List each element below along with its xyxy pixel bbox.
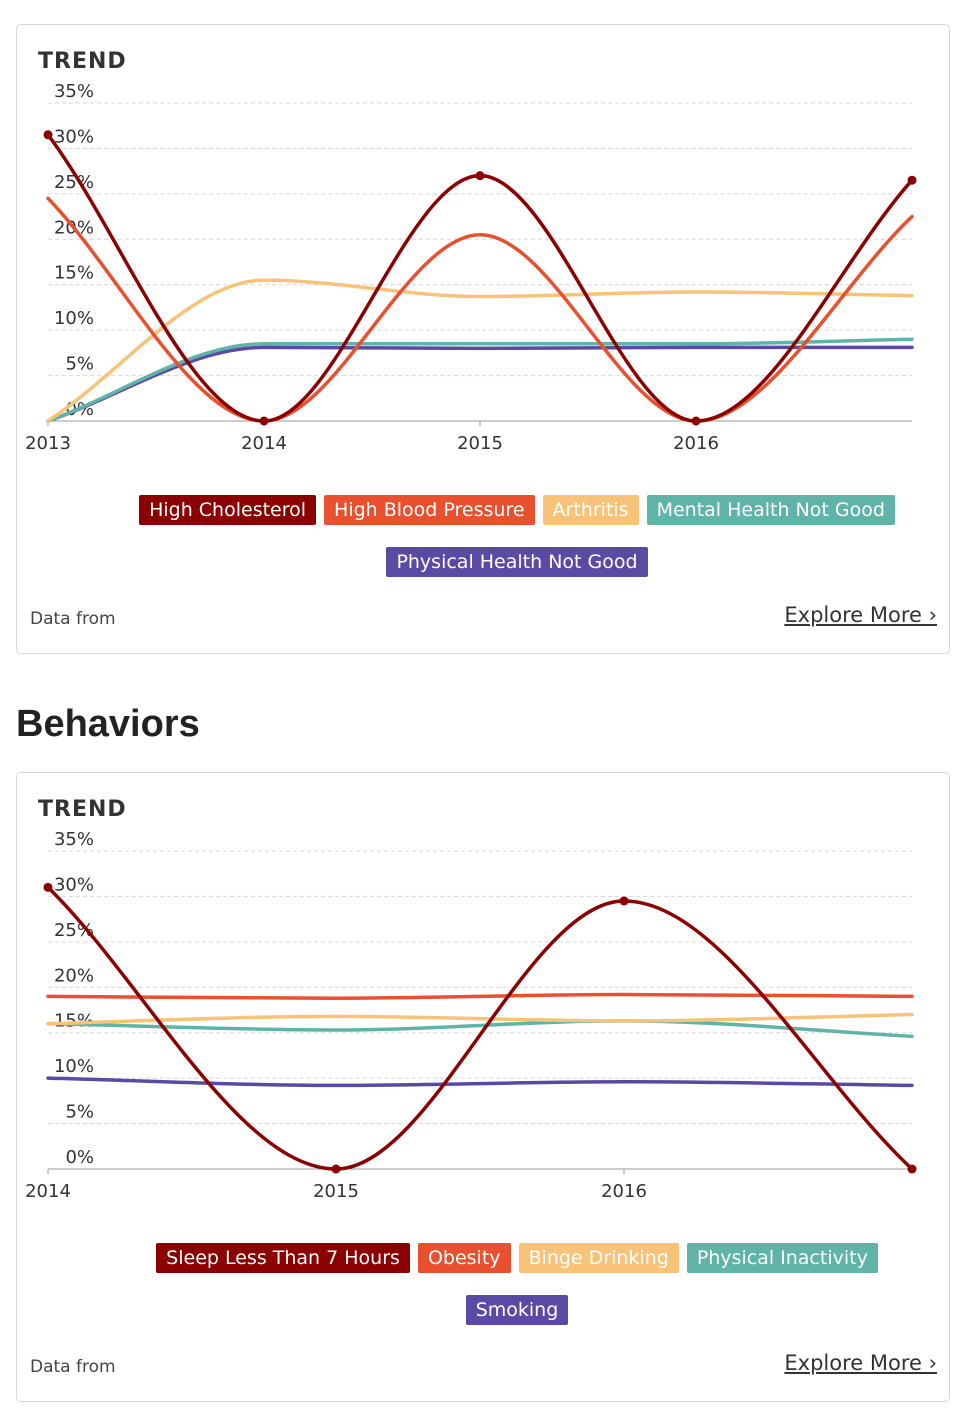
data-point — [619, 896, 629, 906]
x-tick-label: 2015 — [313, 1181, 359, 1202]
legend-item-physical-health-not-good[interactable]: Physical Health Not Good — [386, 547, 648, 577]
y-tick-label: 5% — [65, 354, 94, 375]
legend-item-mental-health-not-good[interactable]: Mental Health Not Good — [646, 495, 895, 525]
trend-card-health-outcomes: TREND 0% 5% 10% 15% 20% 25% 30% 35% 2013 2014 2015… — [16, 24, 950, 654]
y-tick-label: 0% — [65, 1147, 94, 1168]
legend-item-high-cholesterol[interactable]: High Cholesterol — [139, 495, 317, 525]
y-tick-label: 35% — [54, 829, 94, 850]
data-source-label: Data from — [30, 1357, 116, 1377]
chart-legend: Sleep Less Than 7 Hours Obesity Binge Drin… — [117, 1243, 917, 1325]
section-heading-behaviors: Behaviors — [16, 703, 200, 745]
data-source-label: Data from — [30, 609, 116, 629]
series-line-sleep-less-than-7-hours — [46, 885, 914, 1171]
legend-item-arthritis[interactable]: Arthritis — [542, 495, 639, 525]
y-tick-label: 15% — [54, 263, 94, 284]
chart-title: TREND — [38, 49, 127, 74]
legend-item-high-blood-pressure[interactable]: High Blood Pressure — [324, 495, 535, 525]
y-tick-label: 10% — [54, 1056, 94, 1077]
series-line-smoking — [46, 1076, 914, 1088]
legend-item-smoking[interactable]: Smoking — [465, 1295, 569, 1325]
x-tick-label: 2014 — [241, 433, 287, 454]
explore-more-link[interactable]: Explore More › — [784, 603, 937, 627]
data-point — [43, 130, 53, 140]
legend-item-sleep-less-than-7-hours[interactable]: Sleep Less Than 7 Hours — [156, 1243, 410, 1273]
y-tick-label: 30% — [54, 126, 94, 147]
legend-item-binge-drinking[interactable]: Binge Drinking — [518, 1243, 679, 1273]
x-tick-label: 2015 — [457, 433, 503, 454]
series-line-arthritis — [46, 278, 914, 423]
series-line-binge-drinking — [46, 1012, 914, 1026]
series-line-mental-health-not-good — [46, 337, 914, 423]
trend-chart: 0%5%10%15%20%25%30%35%2013 2014 2015 2016 — [25, 81, 917, 454]
data-point — [691, 416, 701, 426]
chart-legend: High Cholesterol High Blood Pressure Arthr… — [117, 495, 917, 577]
series-line-physical-health-not-good — [46, 345, 914, 423]
y-tick-label: 30% — [54, 874, 94, 895]
data-point — [43, 882, 53, 892]
y-tick-label: 35% — [54, 81, 94, 102]
x-tick-label: 2014 — [25, 1181, 71, 1202]
data-point — [475, 171, 485, 181]
series-line-physical-inactivity — [46, 1019, 914, 1039]
y-tick-label: 20% — [54, 965, 94, 986]
chart-title: TREND — [38, 797, 127, 822]
explore-more-link[interactable]: Explore More › — [784, 1351, 937, 1375]
x-tick-label: 2016 — [601, 1181, 647, 1202]
series-line-obesity — [46, 992, 914, 1000]
data-point — [907, 1164, 917, 1174]
trend-chart: 0%5%10%15%20%25%30%35%2014 2015 2016 — [25, 829, 917, 1202]
y-tick-label: 5% — [65, 1102, 94, 1123]
data-point — [331, 1164, 341, 1174]
y-tick-label: 10% — [54, 308, 94, 329]
data-point — [259, 416, 269, 426]
data-point — [907, 175, 917, 185]
trend-card-behaviors: TREND 0% 5% 10% 15% 20% 25% 30% 35% 2014 2015 2016… — [16, 772, 950, 1402]
legend-item-physical-inactivity[interactable]: Physical Inactivity — [686, 1243, 878, 1273]
legend-item-obesity[interactable]: Obesity — [417, 1243, 511, 1273]
x-tick-label: 2016 — [673, 433, 719, 454]
series-line-high-blood-pressure — [46, 196, 914, 423]
x-tick-label: 2013 — [25, 433, 71, 454]
